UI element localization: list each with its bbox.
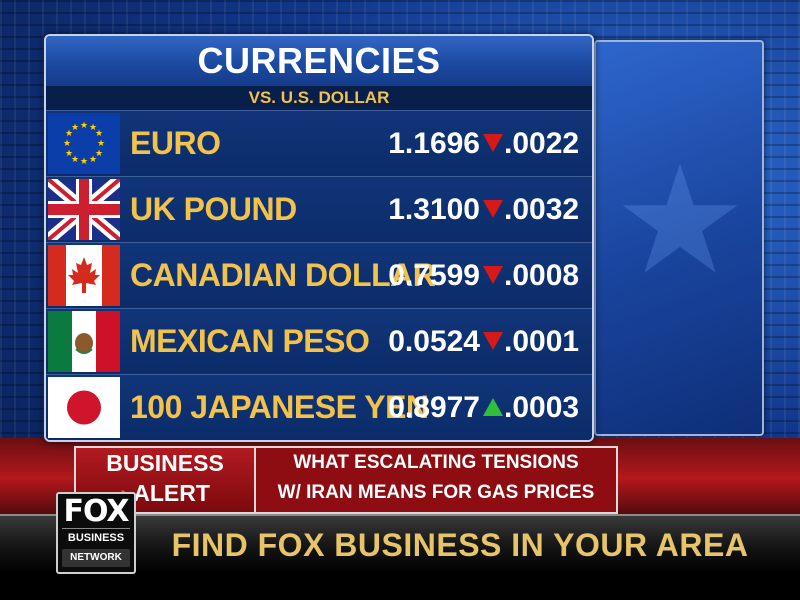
bottom-strip bbox=[0, 572, 800, 600]
currency-row-japanese-yen: 100 JAPANESE YEN 0.8977 .0003 bbox=[46, 374, 592, 440]
currency-change: .0008 bbox=[504, 259, 580, 292]
down-arrow-icon bbox=[482, 265, 504, 285]
logo-fox-text: FOX bbox=[63, 494, 129, 529]
currency-rate: 1.3100 bbox=[388, 193, 480, 226]
mexico-flag-icon bbox=[48, 311, 120, 372]
svg-text:★: ★ bbox=[65, 129, 73, 139]
currency-name: EURO bbox=[130, 125, 221, 161]
svg-text:★: ★ bbox=[89, 123, 97, 133]
svg-text:★: ★ bbox=[80, 157, 88, 167]
alert-headline-line2: W/ IRAN MEANS FOR GAS PRICES bbox=[277, 482, 595, 503]
bottom-ticker: FIND FOX BUSINESS IN YOUR AREA bbox=[0, 514, 800, 574]
down-arrow-icon bbox=[482, 331, 504, 351]
japan-flag-icon bbox=[48, 377, 120, 438]
currency-row-uk-pound: UK POUND 1.3100 .0032 bbox=[46, 176, 592, 242]
canada-flag-icon bbox=[48, 245, 120, 306]
currency-name: 100 JAPANESE YEN bbox=[130, 389, 429, 425]
alert-label-line2: ALERT bbox=[76, 478, 254, 508]
board-subtitle: VS. U.S. DOLLAR bbox=[46, 86, 592, 110]
currency-row-canadian-dollar: CANADIAN DOLLAR 0.7599 .0008 bbox=[46, 242, 592, 308]
studio-video-panel bbox=[594, 40, 764, 436]
down-arrow-icon bbox=[482, 133, 504, 153]
svg-text:★: ★ bbox=[95, 149, 103, 159]
currency-name: CANADIAN DOLLAR bbox=[130, 257, 436, 293]
svg-text:★: ★ bbox=[63, 139, 71, 149]
currency-rate: 0.7599 bbox=[388, 259, 480, 292]
business-alert-label: BUSINESS ALERT bbox=[76, 448, 256, 512]
currency-rate: 0.0524 bbox=[388, 325, 480, 358]
currency-row-mexican-peso: MEXICAN PESO 0.0524 .0001 bbox=[46, 308, 592, 374]
eu-flag-icon: ★ ★ ★ ★ ★ ★ ★ ★ ★ ★ ★ ★ bbox=[48, 113, 120, 174]
alert-headline-line1: WHAT ESCALATING TENSIONS bbox=[293, 452, 579, 473]
logo-network-text: NETWORK bbox=[62, 549, 130, 567]
svg-text:★: ★ bbox=[95, 129, 103, 139]
currency-rate: 1.1696 bbox=[388, 127, 480, 160]
board-header: CURRENCIES bbox=[46, 36, 592, 86]
currencies-board: CURRENCIES VS. U.S. DOLLAR ★ ★ ★ ★ ★ ★ ★ ★ ★ ★… bbox=[44, 34, 594, 442]
svg-text:★: ★ bbox=[89, 155, 97, 165]
board-title: CURRENCIES bbox=[197, 40, 441, 81]
down-arrow-icon bbox=[482, 199, 504, 219]
currency-change: .0022 bbox=[504, 127, 580, 160]
up-arrow-icon bbox=[482, 397, 504, 417]
currency-row-euro: ★ ★ ★ ★ ★ ★ ★ ★ ★ ★ ★ ★ EURO 1.1696 .0022 bbox=[46, 110, 592, 176]
svg-text:★: ★ bbox=[71, 155, 79, 165]
alert-label-line1: BUSINESS bbox=[106, 450, 224, 476]
studio-star-graphic: ★ bbox=[612, 136, 748, 304]
currency-name: UK POUND bbox=[130, 191, 297, 227]
ticker-text: FIND FOX BUSINESS IN YOUR AREA bbox=[171, 527, 749, 563]
currency-change: .0003 bbox=[504, 391, 580, 424]
currency-change: .0001 bbox=[504, 325, 580, 358]
svg-text:★: ★ bbox=[65, 149, 73, 159]
currency-rate: 0.8977 bbox=[388, 391, 480, 424]
uk-flag-icon bbox=[48, 179, 120, 240]
alert-headline: WHAT ESCALATING TENSIONS W/ IRAN MEANS F… bbox=[262, 448, 610, 512]
currency-name: MEXICAN PESO bbox=[130, 323, 370, 359]
svg-text:★: ★ bbox=[80, 121, 88, 131]
fox-business-network-logo: FOX BUSINESS NETWORK bbox=[56, 492, 136, 574]
svg-text:★: ★ bbox=[71, 123, 79, 133]
currency-change: .0032 bbox=[504, 193, 580, 226]
business-alert-banner: BUSINESS ALERT WHAT ESCALATING TENSIONS … bbox=[74, 446, 618, 514]
svg-text:★: ★ bbox=[97, 139, 105, 149]
logo-business-text: BUSINESS bbox=[62, 528, 130, 547]
